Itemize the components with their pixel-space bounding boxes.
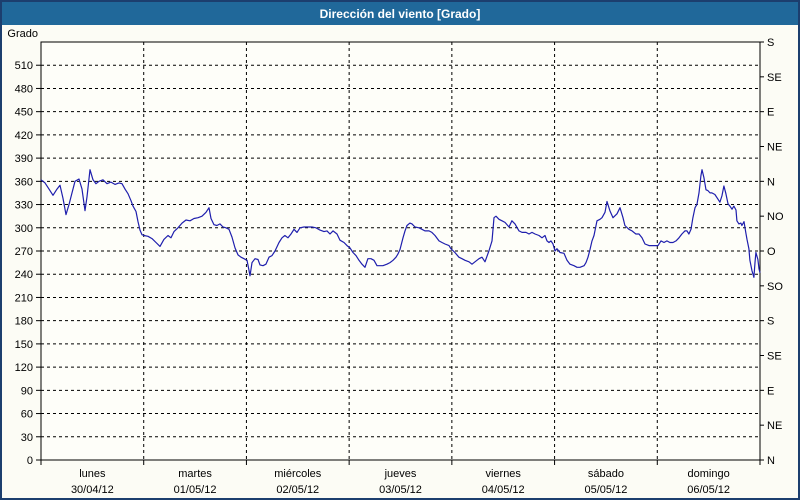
compass-tick-label: E bbox=[767, 385, 774, 397]
compass-tick-label: N bbox=[767, 176, 775, 188]
x-day-label: sábado bbox=[588, 468, 624, 480]
y-tick-label: 330 bbox=[15, 200, 33, 212]
y-tick-label: 30 bbox=[21, 432, 33, 444]
compass-tick-label: NO bbox=[767, 211, 784, 223]
y-tick-label: 390 bbox=[15, 153, 33, 165]
compass-tick-label: SE bbox=[767, 351, 782, 363]
x-day-label: miércoles bbox=[274, 468, 322, 480]
y-tick-label: 480 bbox=[15, 83, 33, 95]
compass-tick-label: N bbox=[767, 455, 775, 467]
x-day-label: domingo bbox=[688, 468, 730, 480]
y-tick-label: 0 bbox=[27, 455, 33, 467]
y-tick-label: 60 bbox=[21, 409, 33, 421]
title-bar: Dirección del viento [Grado] bbox=[2, 2, 798, 25]
compass-tick-label: O bbox=[767, 246, 776, 258]
compass-tick-label: E bbox=[767, 107, 774, 119]
compass-tick-label: SE bbox=[767, 72, 782, 84]
y-tick-label: 150 bbox=[15, 339, 33, 351]
y-tick-label: 300 bbox=[15, 223, 33, 235]
compass-tick-label: NE bbox=[767, 142, 782, 154]
y-tick-label: 120 bbox=[15, 362, 33, 374]
x-day-label: martes bbox=[178, 468, 212, 480]
y-axis-title: Grado bbox=[7, 28, 38, 40]
x-date-label: 05/05/12 bbox=[585, 484, 628, 496]
x-date-label: 03/05/12 bbox=[379, 484, 422, 496]
x-date-label: 04/05/12 bbox=[482, 484, 525, 496]
y-tick-label: 270 bbox=[15, 246, 33, 258]
y-tick-label: 240 bbox=[15, 269, 33, 281]
y-tick-label: 90 bbox=[21, 385, 33, 397]
x-date-label: 30/04/12 bbox=[71, 484, 114, 496]
y-tick-label: 510 bbox=[15, 60, 33, 72]
x-day-label: viernes bbox=[485, 468, 521, 480]
plot-area bbox=[41, 42, 760, 460]
wind-direction-line bbox=[40, 169, 761, 278]
x-date-label: 02/05/12 bbox=[276, 484, 319, 496]
compass-tick-label: NE bbox=[767, 420, 782, 432]
x-date-label: 06/05/12 bbox=[687, 484, 730, 496]
x-day-label: lunes bbox=[79, 468, 106, 480]
y-tick-label: 180 bbox=[15, 316, 33, 328]
x-date-label: 01/05/12 bbox=[174, 484, 217, 496]
y-tick-label: 450 bbox=[15, 107, 33, 119]
y-tick-label: 360 bbox=[15, 176, 33, 188]
y-tick-label: 420 bbox=[15, 130, 33, 142]
compass-tick-label: SO bbox=[767, 281, 783, 293]
x-day-label: jueves bbox=[384, 468, 417, 480]
y-tick-label: 210 bbox=[15, 292, 33, 304]
compass-tick-label: S bbox=[767, 37, 774, 49]
chart-title: Dirección del viento [Grado] bbox=[319, 6, 481, 21]
compass-tick-label: S bbox=[767, 316, 774, 328]
